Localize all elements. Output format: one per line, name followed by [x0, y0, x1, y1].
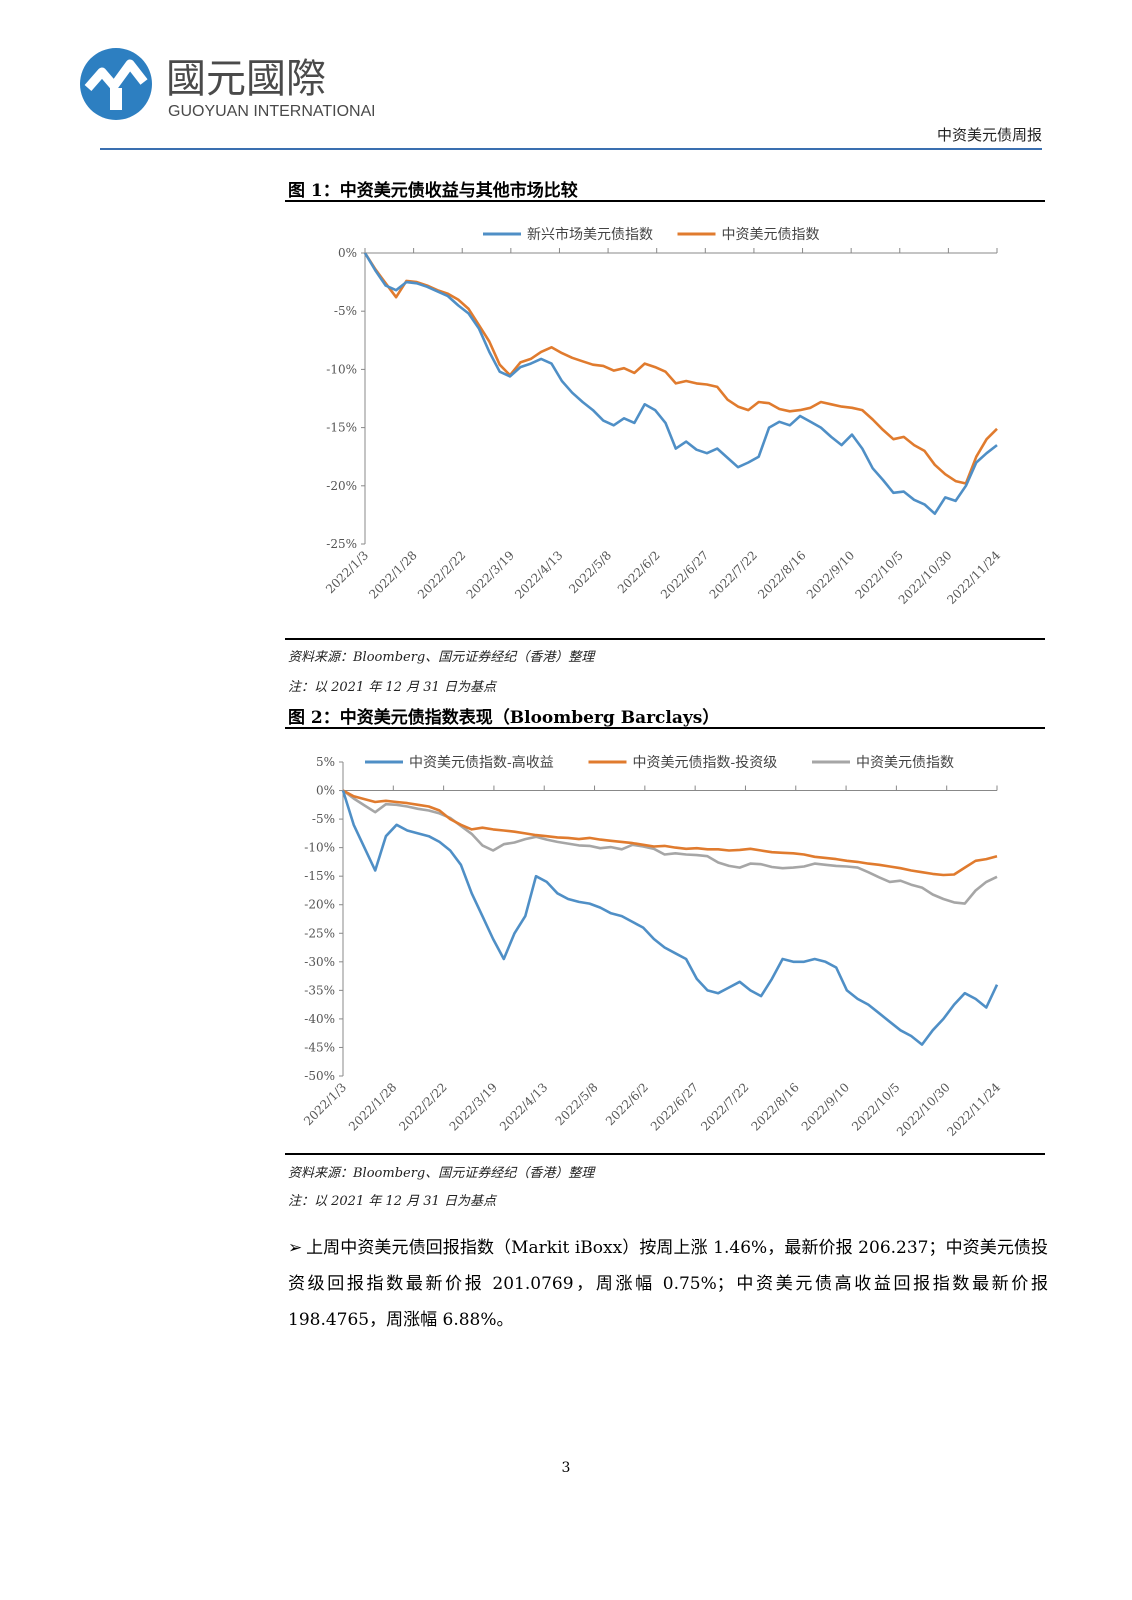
bullet-icon: ➢	[288, 1238, 303, 1258]
x-tick-label: 2022/9/10	[804, 548, 857, 601]
figure1-chart: 0%-5%-10%-15%-20%-25%2022/1/32022/1/2820…	[323, 226, 1003, 607]
x-tick-label: 2022/7/22	[707, 548, 760, 601]
x-tick-label: 2022/8/16	[755, 548, 808, 601]
y-tick-label: -30%	[304, 955, 335, 969]
legend-label: 中资美元债指数-高收益	[409, 754, 554, 771]
summary-paragraph: ➢ 上周中资美元债回报指数（Markit iBoxx）按周上涨 1.46%，最新价…	[288, 1230, 1048, 1338]
x-tick-label: 2022/1/28	[346, 1080, 399, 1133]
y-tick-label: -25%	[326, 537, 357, 551]
y-tick-label: -10%	[326, 362, 357, 376]
x-tick-label: 2022/4/13	[512, 548, 565, 601]
y-tick-label: 5%	[316, 755, 335, 769]
figure1-note: 注：以 2021 年 12 月 31 日为基点	[288, 680, 496, 695]
y-tick-label: -35%	[304, 983, 335, 997]
figure1-top-rule	[285, 200, 1045, 202]
x-tick-label: 2022/10/5	[849, 1080, 902, 1133]
figure2-top-rule	[285, 727, 1045, 729]
legend-label: 中资美元债指数-投资级	[633, 755, 778, 771]
y-tick-label: -5%	[334, 304, 357, 318]
x-tick-label: 2022/5/8	[566, 548, 614, 596]
x-tick-label: 2022/6/2	[603, 1080, 651, 1128]
x-tick-label: 2022/4/13	[497, 1080, 550, 1133]
company-logo: 國元國際 GUOYUAN INTERNATIONAL	[80, 48, 374, 120]
x-tick-label: 2022/6/27	[658, 548, 711, 601]
legend-label: 中资美元债指数	[856, 755, 954, 771]
y-tick-label: 0%	[316, 784, 335, 798]
x-tick-label: 2022/2/22	[415, 548, 468, 601]
x-tick-label: 2022/7/22	[698, 1080, 751, 1133]
header-divider	[100, 148, 1042, 150]
figure1-source: 资料来源：Bloomberg、国元证券经纪（香港）整理	[288, 650, 595, 665]
series-line	[363, 252, 998, 485]
x-tick-label: 2022/8/16	[748, 1080, 801, 1133]
y-tick-label: -45%	[304, 1040, 335, 1054]
figure2-note: 注：以 2021 年 12 月 31 日为基点	[288, 1194, 496, 1209]
series-line	[342, 789, 998, 877]
y-tick-label: -20%	[326, 479, 357, 493]
y-tick-label: -40%	[304, 1012, 335, 1026]
summary-text: 上周中资美元债回报指数（Markit iBoxx）按周上涨 1.46%，最新价报…	[288, 1238, 1048, 1330]
x-tick-label: 2022/6/2	[615, 548, 663, 596]
legend-label: 新兴市场美元债指数	[527, 226, 653, 243]
figure1-bottom-rule	[285, 638, 1045, 640]
figure2-title: 图 2：中资美元债指数表现（Bloomberg Barclays）	[288, 708, 720, 728]
x-tick-label: 2022/11/24	[944, 1080, 1003, 1139]
y-tick-label: 0%	[338, 246, 357, 260]
logo-en-text: GUOYUAN INTERNATIONAL	[168, 103, 374, 120]
x-tick-label: 2022/9/10	[799, 1080, 852, 1133]
report-name: 中资美元债周报	[936, 126, 1042, 144]
series-line	[363, 252, 998, 516]
logo-cn-text: 國元國際	[166, 56, 326, 102]
x-tick-label: 2022/6/27	[648, 1080, 701, 1133]
y-tick-label: -20%	[304, 898, 335, 912]
x-tick-label: 2022/5/8	[553, 1080, 601, 1128]
series-line	[341, 790, 999, 1046]
y-tick-label: -10%	[304, 841, 335, 855]
x-tick-label: 2022/1/3	[301, 1080, 349, 1128]
y-tick-label: -15%	[304, 869, 335, 883]
figure2-bottom-rule	[285, 1153, 1045, 1155]
x-tick-label: 2022/1/3	[323, 548, 371, 596]
y-tick-label: -15%	[326, 421, 357, 435]
x-tick-label: 2022/3/19	[464, 548, 517, 601]
figure2-chart: 5% 0% -5% -10% -15% -20% -25% -30% -35% -40% -45% -…	[301, 754, 1003, 1139]
y-tick-label: -5%	[312, 812, 335, 826]
x-tick-label: 2022/3/19	[447, 1080, 500, 1133]
x-tick-label: 2022/10/30	[894, 1080, 953, 1139]
y-tick-label: -50%	[304, 1069, 335, 1083]
x-tick-label: 2022/1/28	[366, 548, 419, 601]
figure1-title: 图 1：中资美元债收益与其他市场比较	[288, 181, 578, 201]
x-tick-label: 2022/2/22	[396, 1080, 449, 1133]
y-tick-label: -25%	[304, 926, 335, 940]
page-number: 3	[561, 1460, 571, 1476]
legend-label: 中资美元债指数	[722, 227, 820, 243]
figure2-source: 资料来源：Bloomberg、国元证券经纪（香港）整理	[288, 1166, 595, 1181]
